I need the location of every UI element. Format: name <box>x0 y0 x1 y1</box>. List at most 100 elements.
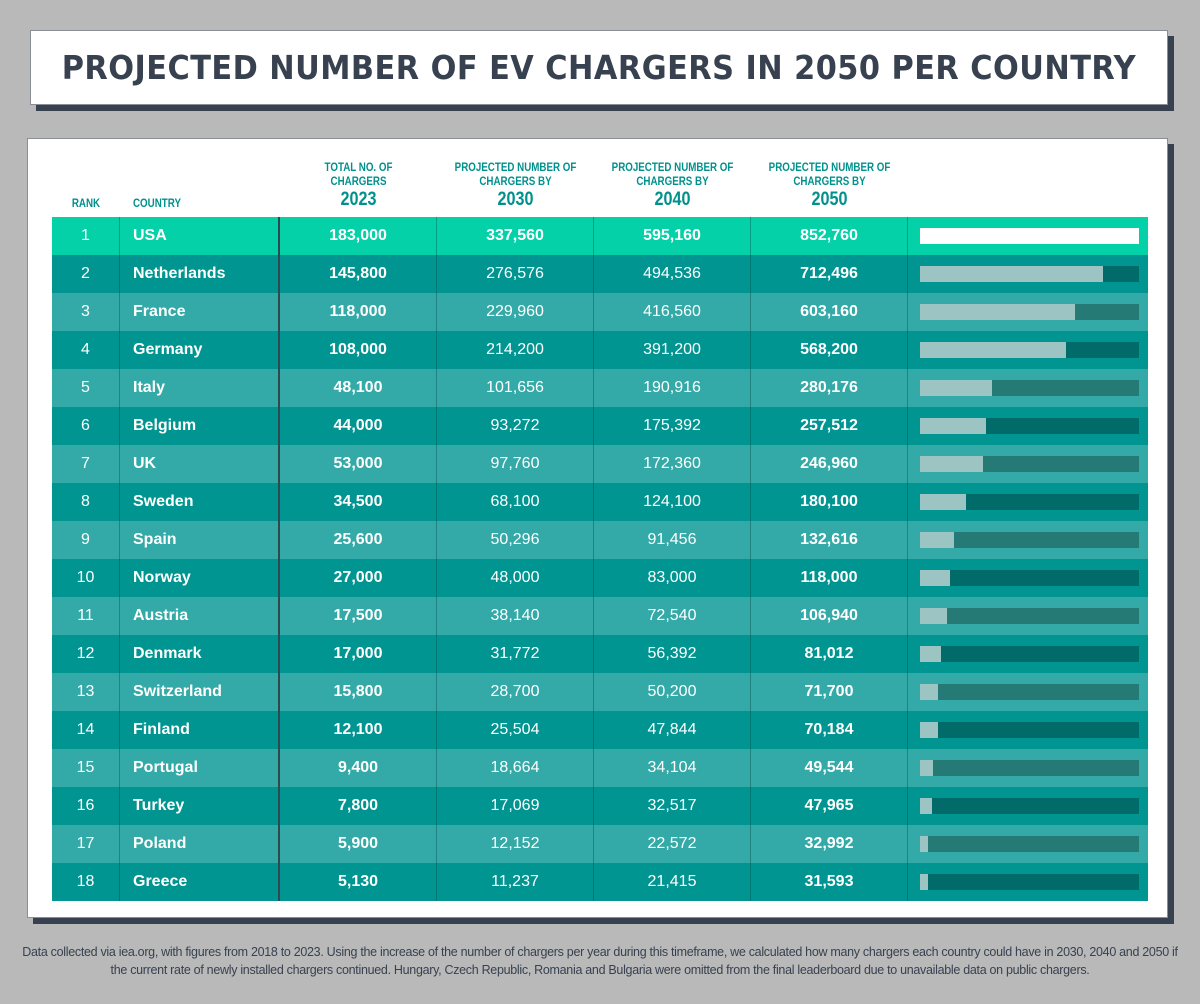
value-2040: 190,916 <box>594 369 751 407</box>
value-2023: 5,900 <box>280 825 437 863</box>
bar-track <box>920 836 1139 852</box>
rank-cell: 5 <box>52 369 120 407</box>
bar-cell <box>908 483 1148 521</box>
header-label: PROJECTED NUMBER OF CHARGERS BY <box>454 162 577 188</box>
value-2040: 416,560 <box>594 293 751 331</box>
table-row: 12 Denmark 17,000 31,772 56,392 81,012 <box>52 635 1148 673</box>
value-2050: 49,544 <box>751 749 908 787</box>
value-2023: 27,000 <box>280 559 437 597</box>
rank-cell: 15 <box>52 749 120 787</box>
bar-cell <box>908 293 1148 331</box>
country-cell: Sweden <box>120 483 280 521</box>
bar-track <box>920 342 1139 358</box>
value-2023: 145,800 <box>280 255 437 293</box>
bar-2050 <box>920 228 1139 244</box>
header-label: PROJECTED NUMBER OF CHARGERS BY <box>768 162 891 188</box>
bar-2050 <box>920 266 1103 282</box>
header-year: 2030 <box>497 189 534 210</box>
value-2030: 276,576 <box>437 255 594 293</box>
bar-cell <box>908 863 1148 901</box>
value-2030: 97,760 <box>437 445 594 483</box>
rank-cell: 14 <box>52 711 120 749</box>
value-2050: 246,960 <box>751 445 908 483</box>
value-2040: 391,200 <box>594 331 751 369</box>
value-2040: 494,536 <box>594 255 751 293</box>
value-2040: 32,517 <box>594 787 751 825</box>
rank-cell: 6 <box>52 407 120 445</box>
country-cell: Finland <box>120 711 280 749</box>
bar-track <box>920 722 1139 738</box>
rank-cell: 16 <box>52 787 120 825</box>
value-2030: 25,504 <box>437 711 594 749</box>
value-2050: 32,992 <box>751 825 908 863</box>
bar-cell <box>908 559 1148 597</box>
rank-cell: 17 <box>52 825 120 863</box>
header-2023: TOTAL NO. OF CHARGERS 2023 <box>292 161 425 211</box>
header-year: 2040 <box>654 189 691 210</box>
value-2030: 11,237 <box>437 863 594 901</box>
bar-cell <box>908 711 1148 749</box>
header-label: TOTAL NO. OF CHARGERS <box>324 162 393 188</box>
value-2023: 5,130 <box>280 863 437 901</box>
table-row: 9 Spain 25,600 50,296 91,456 132,616 <box>52 521 1148 559</box>
value-2030: 38,140 <box>437 597 594 635</box>
value-2040: 91,456 <box>594 521 751 559</box>
bar-track <box>920 418 1139 434</box>
table-row: 6 Belgium 44,000 93,272 175,392 257,512 <box>52 407 1148 445</box>
value-2030: 50,296 <box>437 521 594 559</box>
country-cell: USA <box>120 217 280 255</box>
bar-2050 <box>920 342 1066 358</box>
header-2040: PROJECTED NUMBER OF CHARGERS BY 2040 <box>606 161 739 211</box>
rank-cell: 10 <box>52 559 120 597</box>
leaderboard-table: RANK COUNTRY TOTAL NO. OF CHARGERS 2023 P… <box>52 139 1148 901</box>
country-cell: Denmark <box>120 635 280 673</box>
bar-track <box>920 798 1139 814</box>
table-row: 14 Finland 12,100 25,504 47,844 70,184 <box>52 711 1148 749</box>
value-2023: 9,400 <box>280 749 437 787</box>
table-row: 2 Netherlands 145,800 276,576 494,536 712,496 <box>52 255 1148 293</box>
value-2023: 118,000 <box>280 293 437 331</box>
rank-cell: 1 <box>52 217 120 255</box>
country-cell: Italy <box>120 369 280 407</box>
bar-2050 <box>920 532 955 548</box>
value-2030: 229,960 <box>437 293 594 331</box>
value-2023: 25,600 <box>280 521 437 559</box>
value-2023: 53,000 <box>280 445 437 483</box>
rank-cell: 3 <box>52 293 120 331</box>
bar-track <box>920 304 1139 320</box>
country-cell: Switzerland <box>120 673 280 711</box>
value-2023: 183,000 <box>280 217 437 255</box>
header-year: 2050 <box>811 189 848 210</box>
bar-2050 <box>920 722 939 738</box>
bar-track <box>920 380 1139 396</box>
country-cell: Portugal <box>120 749 280 787</box>
bar-2050 <box>920 304 1075 320</box>
value-2050: 568,200 <box>751 331 908 369</box>
value-2023: 34,500 <box>280 483 437 521</box>
rank-cell: 9 <box>52 521 120 559</box>
table-row: 7 UK 53,000 97,760 172,360 246,960 <box>52 445 1148 483</box>
rank-cell: 2 <box>52 255 120 293</box>
value-2050: 712,496 <box>751 255 908 293</box>
bar-track <box>920 266 1139 282</box>
bar-track <box>920 874 1139 890</box>
value-2050: 81,012 <box>751 635 908 673</box>
value-2050: 70,184 <box>751 711 908 749</box>
value-2023: 48,100 <box>280 369 437 407</box>
country-cell: Spain <box>120 521 280 559</box>
value-2050: 257,512 <box>751 407 908 445</box>
rank-cell: 7 <box>52 445 120 483</box>
bar-track <box>920 494 1139 510</box>
rank-cell: 13 <box>52 673 120 711</box>
bar-cell <box>908 597 1148 635</box>
value-2040: 172,360 <box>594 445 751 483</box>
rank-cell: 4 <box>52 331 120 369</box>
value-2030: 18,664 <box>437 749 594 787</box>
value-2050: 118,000 <box>751 559 908 597</box>
bar-2050 <box>920 836 929 852</box>
bar-cell <box>908 825 1148 863</box>
country-cell: Belgium <box>120 407 280 445</box>
rank-cell: 18 <box>52 863 120 901</box>
table-row: 17 Poland 5,900 12,152 22,572 32,992 <box>52 825 1148 863</box>
value-2040: 175,392 <box>594 407 751 445</box>
